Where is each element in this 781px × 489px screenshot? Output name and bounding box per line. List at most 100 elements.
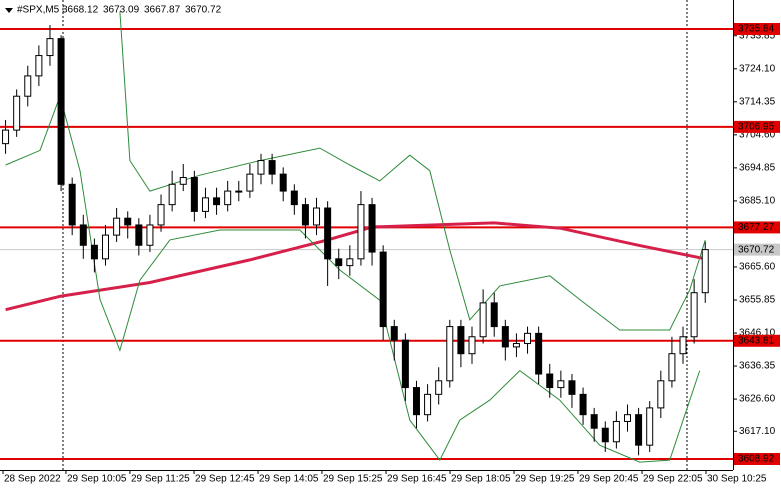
candle-body [457, 326, 465, 355]
candle-body [479, 302, 487, 338]
candle-body [490, 302, 498, 328]
y-tick-label: 3685.10 [739, 196, 776, 207]
candle-body [435, 380, 443, 395]
y-tick-label: 3704.60 [739, 129, 776, 140]
x-tick-label: 30 Sep 10:25 [707, 474, 767, 485]
candle-body [179, 177, 187, 185]
candle-body [13, 95, 21, 131]
y-tick-label: 3626.60 [739, 394, 776, 405]
level-label-box [734, 334, 780, 347]
candle-body [501, 326, 509, 348]
x-tick-label: 29 Sep 19:25 [515, 474, 575, 485]
candle-body [546, 373, 554, 389]
candle-body [635, 414, 643, 446]
candle-body [335, 258, 343, 267]
bollinger-band [119, 11, 706, 331]
bollinger-band [5, 94, 701, 463]
x-tick-label: 29 Sep 14:05 [259, 474, 319, 485]
level-label-box [734, 120, 780, 133]
candle-body [557, 380, 565, 389]
menu-triangle[interactable] [5, 8, 13, 13]
plot-area [0, 0, 733, 470]
candle-body [90, 244, 98, 260]
candle-body [157, 204, 165, 226]
ohlc-value: 3670.72 [185, 5, 222, 16]
x-tick-label: 29 Sep 18:05 [451, 474, 511, 485]
candle-body [279, 173, 287, 192]
moving-average [5, 221, 706, 312]
candle-body [168, 183, 176, 206]
candle-body [201, 197, 209, 212]
candle-body [468, 336, 476, 355]
candle-body [224, 190, 232, 206]
current-price-box [734, 243, 780, 256]
candle-body [612, 420, 620, 443]
candle-body [124, 217, 132, 226]
ohlc-value: 3668.12 [62, 5, 99, 16]
candle-body [535, 332, 543, 375]
candle-body [568, 380, 576, 395]
candle-body [268, 160, 276, 175]
candle-body [668, 353, 676, 382]
candle-body [190, 177, 198, 212]
candle-body [579, 393, 587, 416]
x-tick-label: 29 Sep 10:05 [67, 474, 127, 485]
candle-body [102, 234, 110, 260]
y-tick-label: 3714.35 [739, 96, 776, 107]
x-tick-label: 29 Sep 20:45 [579, 474, 639, 485]
candle-body [213, 197, 221, 206]
candle-body [146, 224, 154, 246]
candle-body [690, 292, 698, 338]
candle-body [357, 204, 365, 260]
candle-body [390, 326, 398, 341]
candle-body [24, 75, 32, 97]
y-tick-label: 3646.10 [739, 328, 776, 339]
level-label: 3735.84 [738, 24, 775, 35]
ohlc-value: 3673.09 [103, 5, 140, 16]
candle-body [135, 224, 143, 246]
x-tick-label: 29 Sep 15:25 [323, 474, 383, 485]
candle-body [246, 173, 254, 192]
symbol: #SPX,M5 [17, 5, 60, 16]
level-label-box [734, 221, 780, 234]
candle-body [590, 414, 598, 429]
level-label-box [734, 23, 780, 36]
candle-body [424, 393, 432, 416]
candle-body [657, 380, 665, 409]
x-tick-label: 28 Sep 2022 [4, 474, 61, 485]
candle-body [701, 249, 709, 294]
candle-body [379, 251, 387, 328]
candle-body [290, 190, 298, 206]
x-tick-label: 29 Sep 12:45 [195, 474, 255, 485]
current-price-label: 3670.72 [738, 244, 775, 255]
level-label: 3643.81 [738, 335, 775, 346]
candle-body [346, 258, 354, 267]
candle-body [623, 414, 631, 422]
x-tick-label: 29 Sep 11:25 [131, 474, 190, 485]
candle-body [401, 339, 409, 389]
candle-body [35, 55, 43, 77]
candle-body [512, 343, 520, 348]
y-tick-label: 3636.35 [739, 361, 776, 372]
candle-body [235, 190, 243, 193]
y-tick-label: 3733.85 [739, 30, 776, 41]
candle-body [68, 183, 76, 226]
candle-body [2, 129, 10, 145]
candle-body [601, 427, 609, 443]
candle-body [412, 387, 420, 416]
candle-body [257, 160, 265, 175]
y-tick-label: 3694.85 [739, 163, 776, 174]
candle-body [57, 38, 65, 185]
level-label: 3706.95 [738, 122, 775, 133]
y-tick-label: 3665.60 [739, 262, 776, 273]
ohlc-value: 3667.87 [144, 5, 181, 16]
candle-body [324, 207, 332, 260]
candle-body [646, 407, 654, 446]
candle-body [313, 207, 321, 226]
candle-body [79, 224, 87, 246]
candle-body [368, 204, 376, 253]
y-tick-label: 3724.10 [739, 63, 776, 74]
